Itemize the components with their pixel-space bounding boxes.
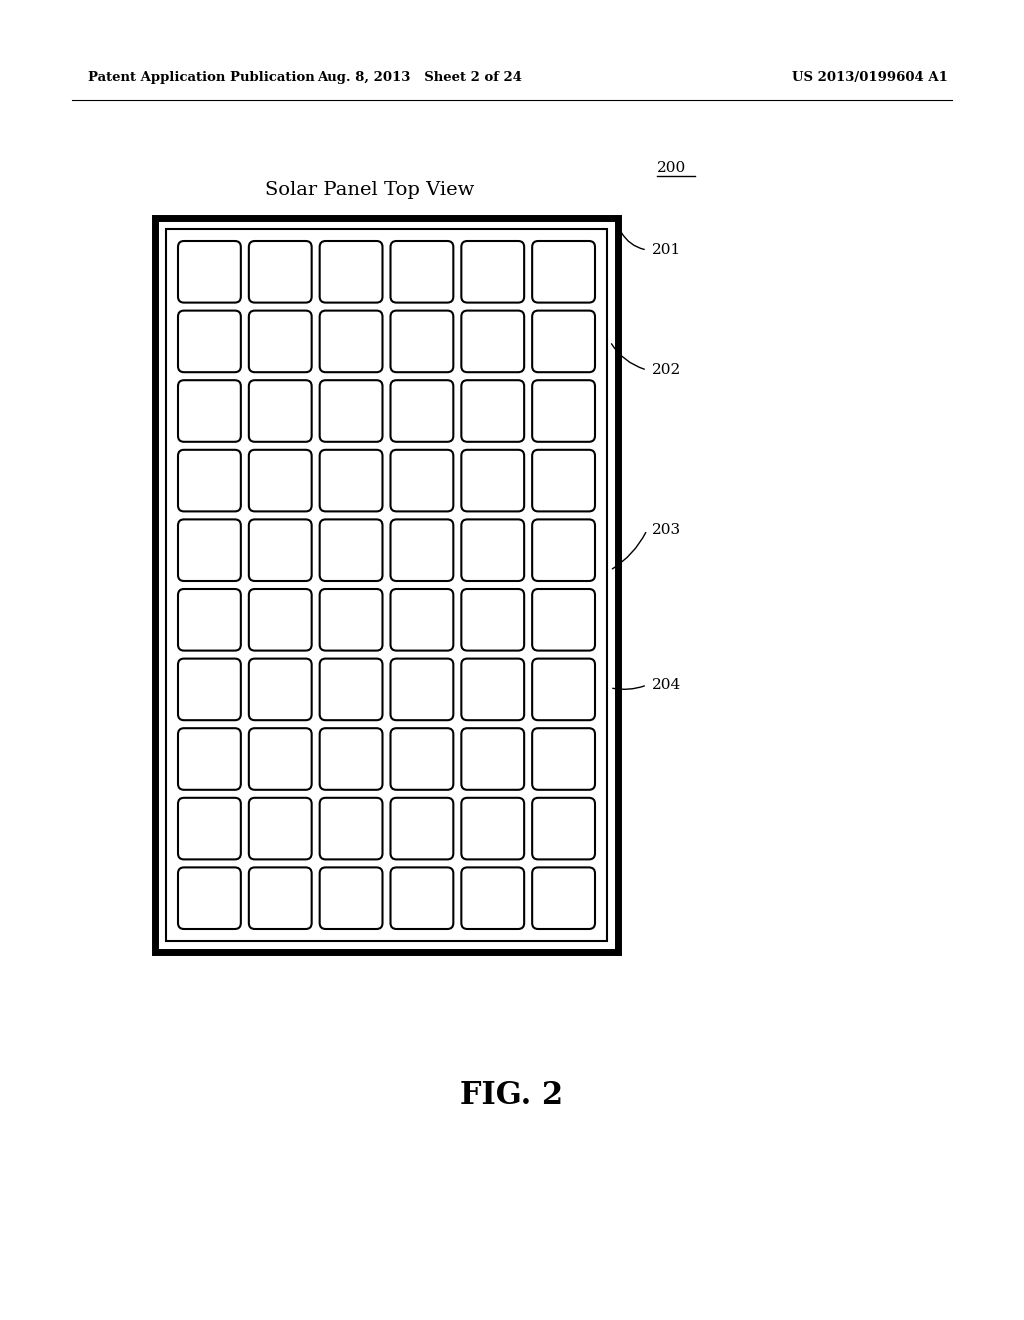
Text: 202: 202	[652, 363, 681, 378]
FancyBboxPatch shape	[532, 242, 595, 302]
FancyBboxPatch shape	[319, 659, 383, 721]
Text: Patent Application Publication: Patent Application Publication	[88, 71, 314, 84]
FancyBboxPatch shape	[390, 310, 454, 372]
FancyBboxPatch shape	[249, 450, 311, 511]
Text: 204: 204	[652, 678, 681, 692]
FancyBboxPatch shape	[178, 519, 241, 581]
Text: 201: 201	[652, 243, 681, 257]
FancyBboxPatch shape	[390, 797, 454, 859]
FancyBboxPatch shape	[178, 867, 241, 929]
FancyBboxPatch shape	[390, 867, 454, 929]
FancyBboxPatch shape	[178, 797, 241, 859]
FancyBboxPatch shape	[532, 380, 595, 442]
FancyBboxPatch shape	[249, 867, 311, 929]
FancyBboxPatch shape	[319, 729, 383, 789]
FancyBboxPatch shape	[249, 519, 311, 581]
FancyBboxPatch shape	[249, 729, 311, 789]
FancyBboxPatch shape	[532, 310, 595, 372]
FancyBboxPatch shape	[462, 797, 524, 859]
FancyBboxPatch shape	[532, 450, 595, 511]
FancyBboxPatch shape	[532, 867, 595, 929]
FancyBboxPatch shape	[462, 380, 524, 442]
FancyBboxPatch shape	[178, 380, 241, 442]
Bar	[155, 218, 618, 952]
FancyBboxPatch shape	[178, 242, 241, 302]
FancyBboxPatch shape	[178, 659, 241, 721]
Bar	[166, 228, 607, 941]
FancyBboxPatch shape	[390, 729, 454, 789]
FancyBboxPatch shape	[390, 659, 454, 721]
Text: US 2013/0199604 A1: US 2013/0199604 A1	[792, 71, 948, 84]
Text: Aug. 8, 2013   Sheet 2 of 24: Aug. 8, 2013 Sheet 2 of 24	[317, 71, 522, 84]
FancyBboxPatch shape	[249, 310, 311, 372]
FancyBboxPatch shape	[319, 589, 383, 651]
Text: Solar Panel Top View: Solar Panel Top View	[265, 181, 475, 199]
FancyBboxPatch shape	[390, 450, 454, 511]
FancyBboxPatch shape	[178, 729, 241, 789]
FancyBboxPatch shape	[249, 659, 311, 721]
Text: FIG. 2: FIG. 2	[461, 1080, 563, 1110]
FancyBboxPatch shape	[319, 450, 383, 511]
FancyBboxPatch shape	[462, 450, 524, 511]
FancyBboxPatch shape	[178, 589, 241, 651]
FancyBboxPatch shape	[532, 729, 595, 789]
FancyBboxPatch shape	[390, 589, 454, 651]
FancyBboxPatch shape	[249, 242, 311, 302]
FancyBboxPatch shape	[319, 867, 383, 929]
FancyBboxPatch shape	[462, 242, 524, 302]
FancyBboxPatch shape	[462, 659, 524, 721]
FancyBboxPatch shape	[319, 519, 383, 581]
FancyBboxPatch shape	[249, 589, 311, 651]
FancyBboxPatch shape	[319, 380, 383, 442]
FancyBboxPatch shape	[390, 519, 454, 581]
FancyBboxPatch shape	[532, 589, 595, 651]
FancyBboxPatch shape	[319, 797, 383, 859]
FancyBboxPatch shape	[462, 867, 524, 929]
Text: 203: 203	[652, 523, 681, 537]
FancyBboxPatch shape	[319, 310, 383, 372]
FancyBboxPatch shape	[462, 729, 524, 789]
FancyBboxPatch shape	[178, 310, 241, 372]
FancyBboxPatch shape	[532, 659, 595, 721]
FancyBboxPatch shape	[462, 519, 524, 581]
FancyBboxPatch shape	[462, 310, 524, 372]
FancyBboxPatch shape	[390, 380, 454, 442]
FancyBboxPatch shape	[532, 519, 595, 581]
FancyBboxPatch shape	[249, 380, 311, 442]
Text: 200: 200	[657, 161, 686, 176]
FancyBboxPatch shape	[178, 450, 241, 511]
FancyBboxPatch shape	[532, 797, 595, 859]
FancyBboxPatch shape	[462, 589, 524, 651]
FancyBboxPatch shape	[249, 797, 311, 859]
FancyBboxPatch shape	[390, 242, 454, 302]
FancyBboxPatch shape	[319, 242, 383, 302]
